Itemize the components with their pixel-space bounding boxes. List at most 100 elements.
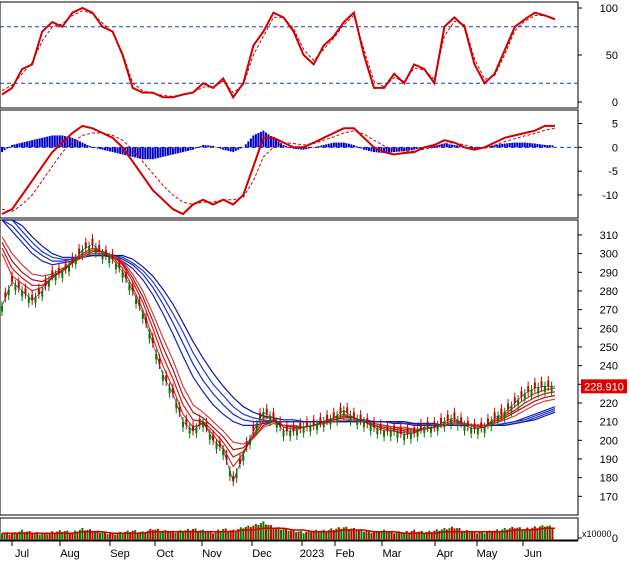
macd-histogram-bar xyxy=(365,147,368,151)
macd-histogram-bar xyxy=(405,147,408,151)
volume-bar xyxy=(106,534,109,540)
candle-body xyxy=(433,421,436,428)
candle-body xyxy=(259,412,262,419)
macd-histogram-bar xyxy=(199,146,202,148)
volume-bar xyxy=(393,533,396,540)
macd-histogram-bar xyxy=(330,143,333,148)
volume-bar xyxy=(66,530,69,540)
macd-histogram-bar xyxy=(440,144,443,148)
volume-bar xyxy=(337,527,340,540)
volume-bar xyxy=(96,530,99,540)
macd-histogram-bar xyxy=(370,147,373,152)
volume-bar xyxy=(516,527,519,540)
macd-histogram-bar xyxy=(362,147,365,150)
candle-body xyxy=(416,430,419,437)
macd-histogram-bar xyxy=(249,138,252,148)
candle-body xyxy=(88,246,91,252)
candle-body xyxy=(500,408,503,415)
volume-bar xyxy=(262,521,265,540)
volume-bar xyxy=(491,532,494,540)
last-price-badge-bg xyxy=(581,379,627,394)
volume-bar xyxy=(390,530,393,540)
volume-bar xyxy=(176,531,179,540)
macd-histogram-bar xyxy=(166,147,169,156)
volume-bar xyxy=(295,532,298,540)
macd-histogram-bar xyxy=(526,142,529,148)
volume-bar xyxy=(360,529,363,540)
volume-bar xyxy=(257,525,260,540)
volume-bar xyxy=(460,530,463,540)
candle-body xyxy=(51,270,54,277)
macd-histogram-bar xyxy=(280,143,282,148)
candle-body xyxy=(292,425,295,431)
volume-bar xyxy=(16,533,19,540)
volume-bar xyxy=(111,533,114,540)
macd-histogram-bar xyxy=(244,144,247,148)
volume-bar xyxy=(101,532,104,540)
macd-histogram-bar xyxy=(134,147,137,158)
macd-histogram-bar xyxy=(269,136,272,148)
volume-bar xyxy=(11,534,14,540)
macd-histogram-bar xyxy=(174,147,177,154)
macd-histogram-bar xyxy=(169,147,172,156)
macd-histogram-bar xyxy=(285,145,288,148)
macd-histogram-bar xyxy=(513,142,516,148)
price-tick-label: 240 xyxy=(600,361,618,373)
macd-histogram-bar xyxy=(204,145,207,148)
volume-bar xyxy=(146,530,149,540)
macd-histogram-bar xyxy=(151,147,154,160)
candle-body xyxy=(245,441,248,448)
volume-bar xyxy=(214,531,217,540)
macd-histogram-bar xyxy=(207,145,210,148)
volume-bar xyxy=(536,527,539,540)
macd-histogram-bar xyxy=(503,143,506,148)
macd-histogram-bar xyxy=(43,137,46,148)
macd-histogram-bar xyxy=(229,147,232,152)
macd-histogram-bar xyxy=(340,142,343,148)
macd-histogram-bar xyxy=(357,147,360,148)
volume-bar xyxy=(71,532,74,540)
candle-body xyxy=(429,427,432,433)
volume-bar xyxy=(398,531,401,540)
macd-histogram-bar xyxy=(76,140,79,148)
candle-body xyxy=(128,284,131,291)
macd-series-signal xyxy=(1,127,556,213)
volume-bar xyxy=(370,532,373,540)
candle-body xyxy=(171,388,174,394)
volume-bar xyxy=(410,531,413,540)
macd-histogram-bar xyxy=(237,147,240,150)
candle-body xyxy=(373,421,375,428)
macd-histogram-bar xyxy=(501,143,504,148)
volume-bar xyxy=(508,528,511,540)
volume-bar xyxy=(365,531,368,540)
macd-histogram-bar xyxy=(144,147,147,160)
volume-bar xyxy=(448,528,451,540)
macd-histogram-bar xyxy=(101,147,104,150)
volume-bar xyxy=(533,526,536,540)
x-axis-label-jun: Jun xyxy=(524,548,542,560)
stochastic-tick-label: 100 xyxy=(600,3,618,15)
volume-bar xyxy=(347,529,350,540)
volume-bar xyxy=(126,530,129,540)
volume-bar xyxy=(164,530,167,540)
volume-bar xyxy=(166,532,169,540)
macd-histogram-bar xyxy=(46,136,49,148)
candle-body xyxy=(309,426,312,432)
candle-body xyxy=(379,424,382,430)
macd-histogram-bar xyxy=(450,144,453,148)
volume-bar xyxy=(136,532,139,540)
volume-bar xyxy=(159,531,162,540)
volume-bar xyxy=(380,531,383,540)
volume-bar xyxy=(332,530,335,540)
volume-bar xyxy=(73,530,76,540)
x-axis-label-jul: Jul xyxy=(15,548,29,560)
macd-histogram-bar xyxy=(73,139,76,148)
candle-body xyxy=(483,427,486,433)
macd-histogram-bar xyxy=(310,147,313,148)
volume-bar xyxy=(423,533,426,540)
macd-histogram-bar xyxy=(390,147,393,153)
macd-histogram-bar xyxy=(88,146,91,148)
macd-histogram-bar xyxy=(13,144,16,148)
candle-body xyxy=(34,297,37,303)
macd-histogram-bar xyxy=(232,147,235,153)
